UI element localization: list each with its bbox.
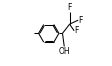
Text: F: F [78,16,83,25]
Text: F: F [67,3,72,12]
Text: OH: OH [58,47,70,56]
Text: F: F [74,26,79,35]
